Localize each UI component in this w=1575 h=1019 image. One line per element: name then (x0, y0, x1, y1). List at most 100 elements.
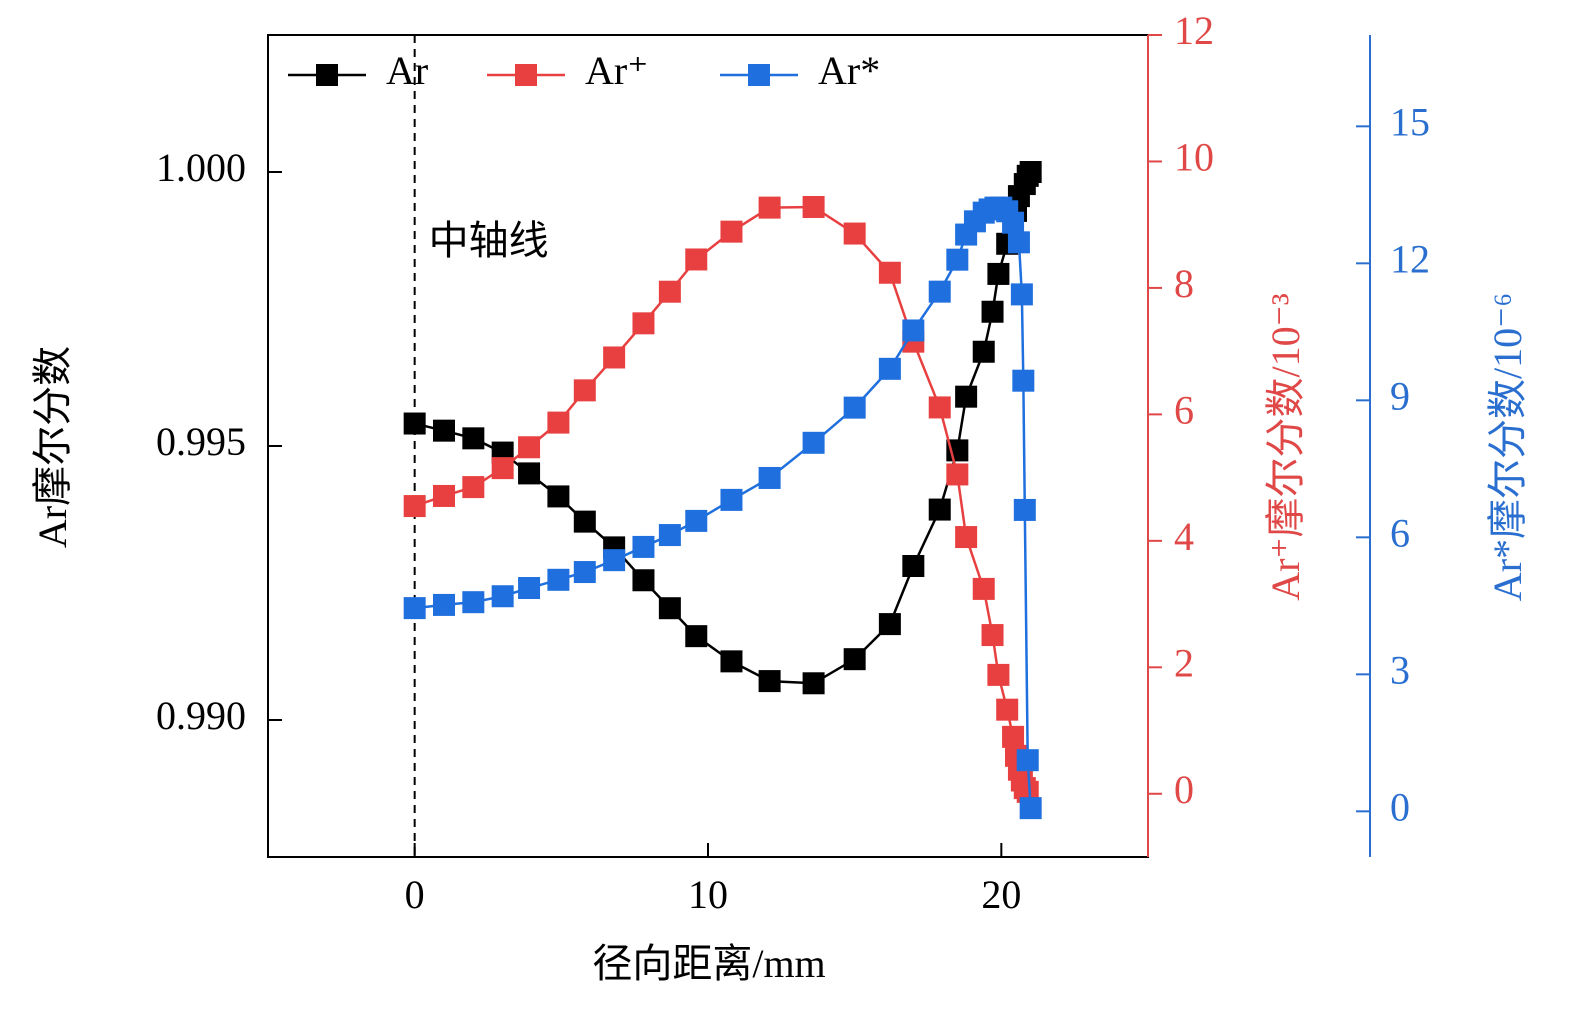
marker (462, 476, 485, 499)
y-tick-label: 0.995 (156, 419, 246, 464)
marker (946, 463, 969, 486)
marker (802, 672, 825, 695)
marker (1010, 283, 1033, 306)
marker (946, 248, 969, 271)
marker (547, 568, 570, 591)
marker (955, 385, 978, 408)
marker (758, 466, 781, 489)
y2-tick-label: 8 (1174, 261, 1194, 306)
marker (403, 412, 426, 435)
marker (878, 613, 901, 636)
marker (403, 597, 426, 620)
marker (902, 555, 925, 578)
y2-tick-label: 12 (1174, 8, 1214, 53)
marker (403, 495, 426, 518)
marker (720, 488, 743, 511)
marker (658, 524, 681, 547)
marker (955, 526, 978, 549)
marker (573, 561, 596, 584)
marker (802, 195, 825, 218)
marker (902, 319, 925, 342)
marker (1013, 498, 1036, 521)
y3-tick-label: 15 (1390, 100, 1430, 145)
marker (1007, 231, 1030, 254)
marker (518, 462, 541, 485)
y-axis-label: Ar摩尔分数 (30, 346, 75, 548)
y3-tick-label: 3 (1390, 648, 1410, 693)
y2-tick-label: 0 (1174, 767, 1194, 812)
marker (1002, 211, 1025, 234)
marker (603, 346, 626, 369)
marker (720, 220, 743, 243)
marker (758, 196, 781, 219)
legend-marker (515, 64, 537, 86)
x-tick-label: 20 (981, 872, 1021, 917)
marker (518, 436, 541, 459)
y3-tick-label: 6 (1390, 511, 1410, 556)
marker (462, 427, 485, 450)
marker (987, 262, 1010, 285)
marker (720, 650, 743, 673)
marker (433, 484, 455, 507)
marker (928, 280, 951, 303)
marker (603, 549, 626, 572)
y2-tick-label: 6 (1174, 388, 1194, 433)
marker (802, 431, 825, 454)
marker (987, 663, 1010, 686)
marker (1019, 161, 1042, 183)
marker (843, 396, 866, 419)
marker (658, 280, 681, 303)
y-tick-label: 1.000 (156, 145, 246, 190)
marker (1019, 797, 1042, 820)
x-tick-label: 0 (405, 872, 425, 917)
marker (433, 593, 455, 616)
y2-tick-label: 4 (1174, 514, 1194, 559)
marker (843, 648, 866, 671)
legend-label: Ar (386, 48, 428, 93)
marker (928, 396, 951, 419)
marker (462, 591, 485, 614)
marker (878, 357, 901, 380)
y-tick-label: 0.990 (156, 693, 246, 738)
marker (518, 577, 541, 600)
marker (1002, 725, 1025, 748)
y2-tick-label: 2 (1174, 640, 1194, 685)
y3-axis-label: Ar*摩尔分数/10⁻⁶ (1485, 293, 1530, 601)
marker (843, 222, 866, 245)
marker (758, 670, 781, 693)
marker (981, 624, 1004, 647)
marker (573, 379, 596, 402)
marker (547, 411, 570, 434)
marker (685, 509, 708, 532)
marker (547, 485, 570, 508)
marker (632, 569, 655, 592)
marker (878, 261, 901, 284)
y2-tick-label: 10 (1174, 135, 1214, 180)
marker (972, 340, 995, 363)
marker (996, 698, 1019, 721)
marker (658, 597, 681, 620)
marker (491, 585, 514, 608)
x-axis-label: 径向距离/mm (592, 941, 825, 986)
legend-label: Ar⁺ (585, 48, 648, 93)
marker (632, 312, 655, 335)
marker (573, 510, 596, 533)
legend-label: Ar* (818, 48, 880, 93)
y3-tick-label: 0 (1390, 785, 1410, 830)
marker (491, 457, 514, 480)
marker (1012, 369, 1035, 392)
x-tick-label: 10 (688, 872, 728, 917)
legend-marker (316, 64, 338, 86)
y2-axis-label: Ar⁺摩尔分数/10⁻³ (1263, 293, 1308, 601)
legend-marker (748, 64, 770, 86)
marker (981, 300, 1004, 323)
marker (685, 625, 708, 648)
marker (928, 498, 951, 521)
marker (433, 419, 455, 442)
marker (972, 577, 995, 600)
marker (1016, 749, 1039, 772)
annotation: 中轴线 (429, 218, 549, 263)
y3-tick-label: 12 (1390, 237, 1430, 282)
